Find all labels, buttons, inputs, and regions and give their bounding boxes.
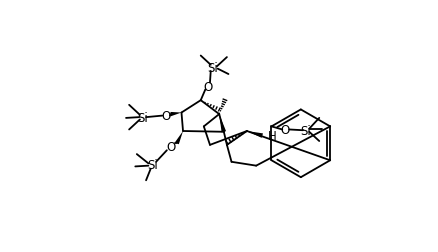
Text: H: H: [267, 130, 276, 143]
Text: Si: Si: [137, 111, 148, 124]
Polygon shape: [174, 132, 183, 145]
Text: Si: Si: [207, 62, 218, 75]
Text: Si: Si: [299, 124, 310, 137]
Polygon shape: [246, 132, 262, 138]
Text: Si: Si: [147, 159, 157, 172]
Polygon shape: [170, 112, 181, 117]
Text: O: O: [280, 123, 290, 136]
Polygon shape: [219, 115, 226, 133]
Text: O: O: [161, 110, 170, 123]
Text: O: O: [166, 140, 175, 153]
Text: O: O: [203, 81, 212, 93]
